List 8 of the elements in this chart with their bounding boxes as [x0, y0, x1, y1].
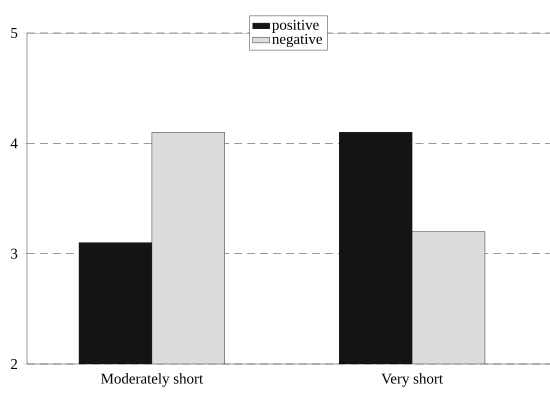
- x-tick-label: Very short: [381, 373, 443, 387]
- legend-label: positive: [272, 20, 319, 33]
- y-tick-label: 2: [11, 359, 18, 369]
- x-tick-label: Moderately short: [101, 373, 204, 387]
- y-tick-label: 3: [11, 248, 18, 259]
- y-tick-label: 5: [11, 28, 18, 38]
- y-tick-label: 4: [10, 138, 18, 148]
- legend-label: negative: [272, 34, 322, 48]
